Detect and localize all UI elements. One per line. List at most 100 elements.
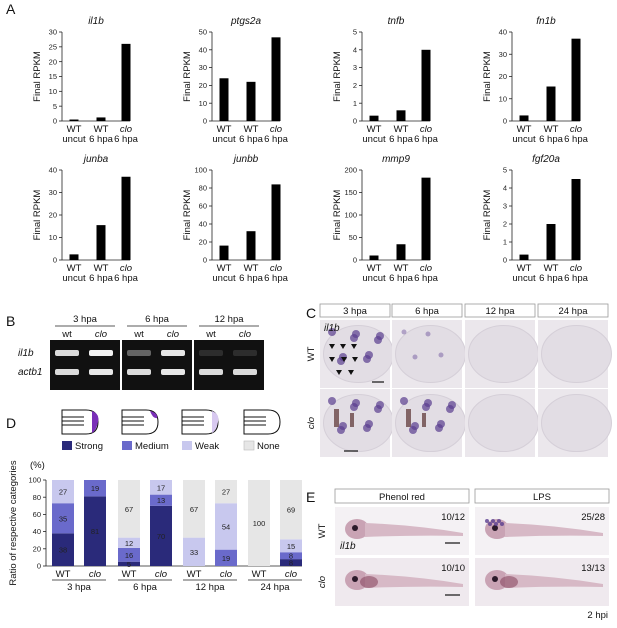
fin-outline [468,393,539,453]
chart-title: ptgs2a [230,16,261,27]
timepoint-label: 12 hpa [214,314,244,325]
y-tick-label: 20 [499,72,507,81]
stacked-bar-wt-24-hpa: 100 [248,480,270,566]
bar-segment-none [248,480,270,566]
column-header: 12 hpa [485,306,515,317]
bar-segment-none [215,480,237,504]
y-tick-label: 2 [353,81,357,90]
y-tick-label: 30 [499,50,507,59]
y-tick-label: 5 [503,166,507,175]
data-label: 69 [287,506,295,515]
bar [546,86,556,121]
x-tick-label: uncut [62,134,86,145]
gel-band [199,350,223,356]
panel-letter-e: E [306,489,315,505]
larva-body [505,523,603,537]
x-tick-label: 6 hpa [564,273,588,284]
bar [396,244,406,260]
y-tick-label: 60 [33,510,41,519]
y-tick-label: 1 [503,238,507,247]
stain-spot [488,522,492,526]
legend-swatch-weak [182,441,192,450]
x-tick-label: WT [94,263,109,274]
y-tick-label: 60 [199,202,207,211]
x-tick-label: WT [517,124,532,135]
bar-segment-weak [280,539,302,553]
stacked-bar-wt-12-hpa: 33 67 [183,480,205,566]
x-tick-label: uncut [512,273,536,284]
x-tick-label: WT [544,263,559,274]
x-tick-label: uncut [362,273,386,284]
data-label: 16 [125,551,133,560]
x-tick-label: WT [244,124,259,135]
y-tick-label: 0 [353,117,357,126]
gel-band [55,350,79,356]
data-label: 100 [253,519,266,528]
y-tick-label: 10 [49,233,57,242]
x-tick-label: 6 hpa [89,134,113,145]
arrowhead [329,357,335,362]
expression-region [92,411,99,433]
count-label: 10/10 [441,563,465,574]
fin-schematic-none [243,409,281,435]
stain-label: il1b [340,541,356,552]
bar [396,110,406,121]
group-label: 12 hpa [195,582,225,593]
x-tick-label: WT [517,263,532,274]
y-tick-label: 30 [49,28,57,37]
gel-image [50,340,120,390]
gel-band [199,369,223,375]
micrograph-wt-1 [392,320,466,388]
bar [546,224,556,260]
arrowhead [352,357,358,362]
stain-spot [412,354,418,360]
bar [96,225,106,260]
bar [571,38,581,121]
bar [246,81,256,121]
legend-label: Weak [195,441,219,452]
y-tick-label: 25 [49,42,57,51]
bar-segment-strong [52,533,74,566]
y-tick-label: 3 [353,63,357,72]
y-tick-label: 5 [53,102,57,111]
gel-band [89,369,113,375]
bar-segment-medium [215,549,237,566]
bar-segment-weak [150,480,172,495]
row-label: clo [317,576,328,588]
gel-band [127,350,151,356]
y-tick-label: 4 [353,45,357,54]
stain-spot [438,352,444,358]
x-tick-label: WT [122,569,137,580]
y-axis-label: Final RPKM [182,51,193,102]
stain-spot [435,424,443,432]
fin-schematic-weak [181,409,219,435]
column-header-box [334,488,470,504]
column-header-box [474,488,610,504]
larva-image-clo-1: 13/13 [475,558,609,606]
x-tick-label: 6 hpa [114,134,138,145]
legend-swatch-none [243,440,255,451]
heart-region [360,576,378,588]
bar-segment-strong [280,559,302,566]
y-tick-label: 20 [199,81,207,90]
bar [369,255,379,260]
data-label: 13 [157,496,165,505]
x-tick-label: clo [420,124,432,135]
data-label: 33 [190,548,198,557]
y-tick-label: 20 [49,211,57,220]
column-header: 3 hpa [343,306,367,317]
fin-outline [541,393,612,453]
stain-spot [425,331,431,337]
arrowhead [329,344,335,349]
fin-outline [541,324,612,384]
lane-label: wt [61,329,72,340]
x-tick-label: WT [367,124,382,135]
gel-row-label: actb1 [18,367,42,378]
micrograph-clo-3 [538,389,612,457]
x-tick-label: uncut [212,134,236,145]
y-tick-label: 4 [503,184,507,193]
